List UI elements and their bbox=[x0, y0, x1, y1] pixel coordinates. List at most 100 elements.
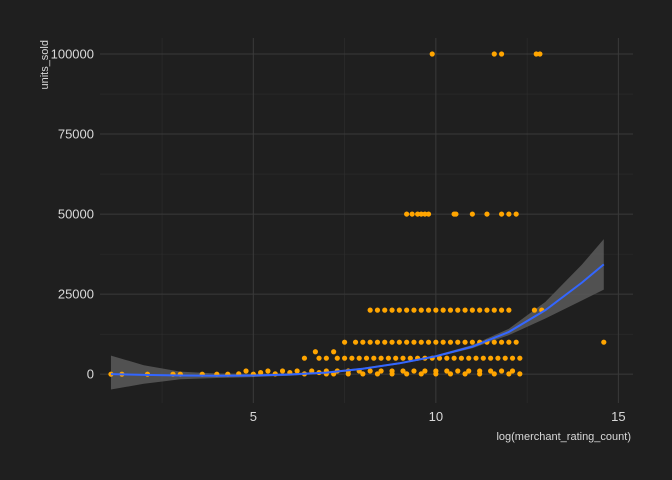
data-point bbox=[312, 349, 318, 355]
data-point bbox=[265, 368, 271, 374]
data-point bbox=[360, 339, 366, 345]
data-point bbox=[400, 355, 406, 361]
data-point bbox=[488, 355, 494, 361]
data-point bbox=[455, 307, 461, 313]
data-point bbox=[389, 307, 395, 313]
data-point bbox=[453, 211, 459, 217]
data-point bbox=[466, 355, 472, 361]
smooth-line-layer bbox=[110, 263, 605, 377]
data-point bbox=[495, 355, 501, 361]
data-point bbox=[294, 368, 300, 374]
data-point bbox=[537, 51, 543, 57]
data-point bbox=[469, 339, 475, 345]
data-point bbox=[404, 307, 410, 313]
data-point bbox=[396, 307, 402, 313]
data-point bbox=[371, 355, 377, 361]
data-point bbox=[400, 368, 406, 374]
data-point bbox=[433, 339, 439, 345]
data-point bbox=[331, 349, 337, 355]
data-point bbox=[491, 307, 497, 313]
data-point bbox=[425, 307, 432, 313]
data-point bbox=[491, 51, 497, 57]
data-point bbox=[462, 371, 468, 377]
data-point bbox=[411, 307, 417, 313]
x-axis-title: log(merchant_rating_count) bbox=[496, 431, 631, 443]
data-point bbox=[382, 339, 388, 345]
data-point bbox=[418, 211, 424, 217]
data-point bbox=[341, 339, 348, 345]
data-point bbox=[363, 355, 370, 361]
data-point bbox=[484, 211, 490, 217]
data-point bbox=[378, 368, 384, 374]
data-point bbox=[367, 339, 373, 345]
y-tick-label: 100000 bbox=[51, 47, 94, 62]
data-point bbox=[498, 339, 505, 345]
data-point bbox=[440, 339, 446, 345]
data-point bbox=[258, 369, 264, 376]
data-point bbox=[506, 211, 512, 217]
data-point bbox=[433, 371, 439, 377]
data-point bbox=[367, 368, 373, 374]
data-point bbox=[458, 355, 465, 361]
minor-grid bbox=[100, 38, 633, 403]
x-tick-label: 10 bbox=[429, 409, 443, 424]
y-axis-title: units_sold bbox=[39, 40, 51, 90]
y-tick-label: 50000 bbox=[58, 207, 94, 222]
data-point bbox=[477, 371, 483, 377]
data-point bbox=[279, 368, 286, 374]
data-point bbox=[374, 307, 381, 313]
data-point bbox=[462, 339, 468, 345]
data-point bbox=[411, 368, 417, 374]
data-point bbox=[440, 307, 446, 313]
data-point bbox=[425, 211, 432, 217]
data-point bbox=[243, 368, 249, 374]
data-point bbox=[323, 355, 329, 361]
data-point bbox=[498, 51, 505, 57]
data-point bbox=[382, 307, 388, 313]
data-point bbox=[418, 307, 424, 313]
data-point bbox=[506, 339, 512, 345]
y-tick-label: 25000 bbox=[58, 287, 94, 302]
data-point bbox=[473, 355, 479, 361]
data-point bbox=[447, 339, 454, 345]
data-point bbox=[352, 339, 359, 345]
data-point bbox=[436, 355, 443, 361]
data-point bbox=[502, 355, 508, 361]
x-tick-label: 15 bbox=[611, 409, 625, 424]
data-point bbox=[422, 368, 428, 374]
data-point bbox=[418, 371, 424, 377]
data-point bbox=[360, 371, 366, 377]
data-point bbox=[451, 355, 457, 361]
data-point bbox=[345, 371, 351, 377]
x-tick-label: 5 bbox=[250, 409, 257, 424]
data-point bbox=[367, 307, 373, 313]
data-point bbox=[466, 368, 472, 374]
data-point bbox=[415, 211, 421, 217]
data-point bbox=[455, 339, 461, 345]
data-point bbox=[374, 371, 381, 377]
data-point bbox=[385, 355, 392, 361]
data-point bbox=[374, 339, 381, 345]
data-point bbox=[407, 355, 413, 361]
data-point bbox=[404, 339, 410, 345]
data-point bbox=[411, 339, 417, 345]
data-point bbox=[506, 307, 512, 313]
data-point bbox=[378, 355, 384, 361]
smooth-line bbox=[110, 263, 605, 377]
data-point bbox=[444, 368, 450, 374]
data-point bbox=[469, 307, 475, 313]
data-point bbox=[498, 211, 505, 217]
data-point bbox=[517, 371, 523, 377]
data-point bbox=[509, 368, 516, 374]
data-point bbox=[422, 211, 428, 217]
data-point bbox=[488, 368, 494, 374]
data-point bbox=[349, 355, 355, 361]
data-point bbox=[506, 371, 512, 377]
data-point bbox=[316, 355, 322, 361]
data-point bbox=[447, 371, 454, 377]
data-point bbox=[393, 355, 399, 361]
data-point bbox=[513, 211, 519, 217]
data-point bbox=[498, 368, 505, 374]
y-tick-label: 0 bbox=[87, 367, 94, 382]
